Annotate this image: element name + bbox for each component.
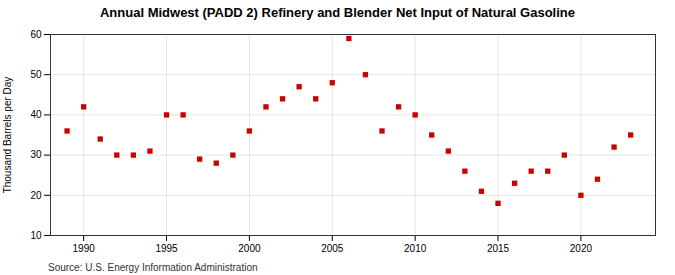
- html-text:Source: U.S. Energy Informatio: Source: U.S. Energy Information Administ…: [48, 262, 258, 273]
- svg-text:2010: 2010: [404, 243, 427, 254]
- svg-text:1995: 1995: [155, 243, 178, 254]
- svg-text:1990: 1990: [73, 243, 96, 254]
- svg-text:30: 30: [30, 149, 42, 160]
- svg-text:40: 40: [30, 109, 42, 120]
- svg-text:20: 20: [30, 190, 42, 201]
- svg-text:2005: 2005: [321, 243, 344, 254]
- svg-text:Thousand Barrels per Day: Thousand Barrels per Day: [2, 77, 13, 194]
- svg-text:60: 60: [30, 29, 42, 40]
- html-text:Annual Midwest (PADD 2) Refine: Annual Midwest (PADD 2) Refinery and Ble…: [100, 5, 575, 20]
- svg-text:50: 50: [30, 69, 42, 80]
- svg-text:2000: 2000: [238, 243, 261, 254]
- svg-text:2015: 2015: [487, 243, 510, 254]
- svg-text:2020: 2020: [570, 243, 593, 254]
- svg-text:10: 10: [30, 230, 42, 241]
